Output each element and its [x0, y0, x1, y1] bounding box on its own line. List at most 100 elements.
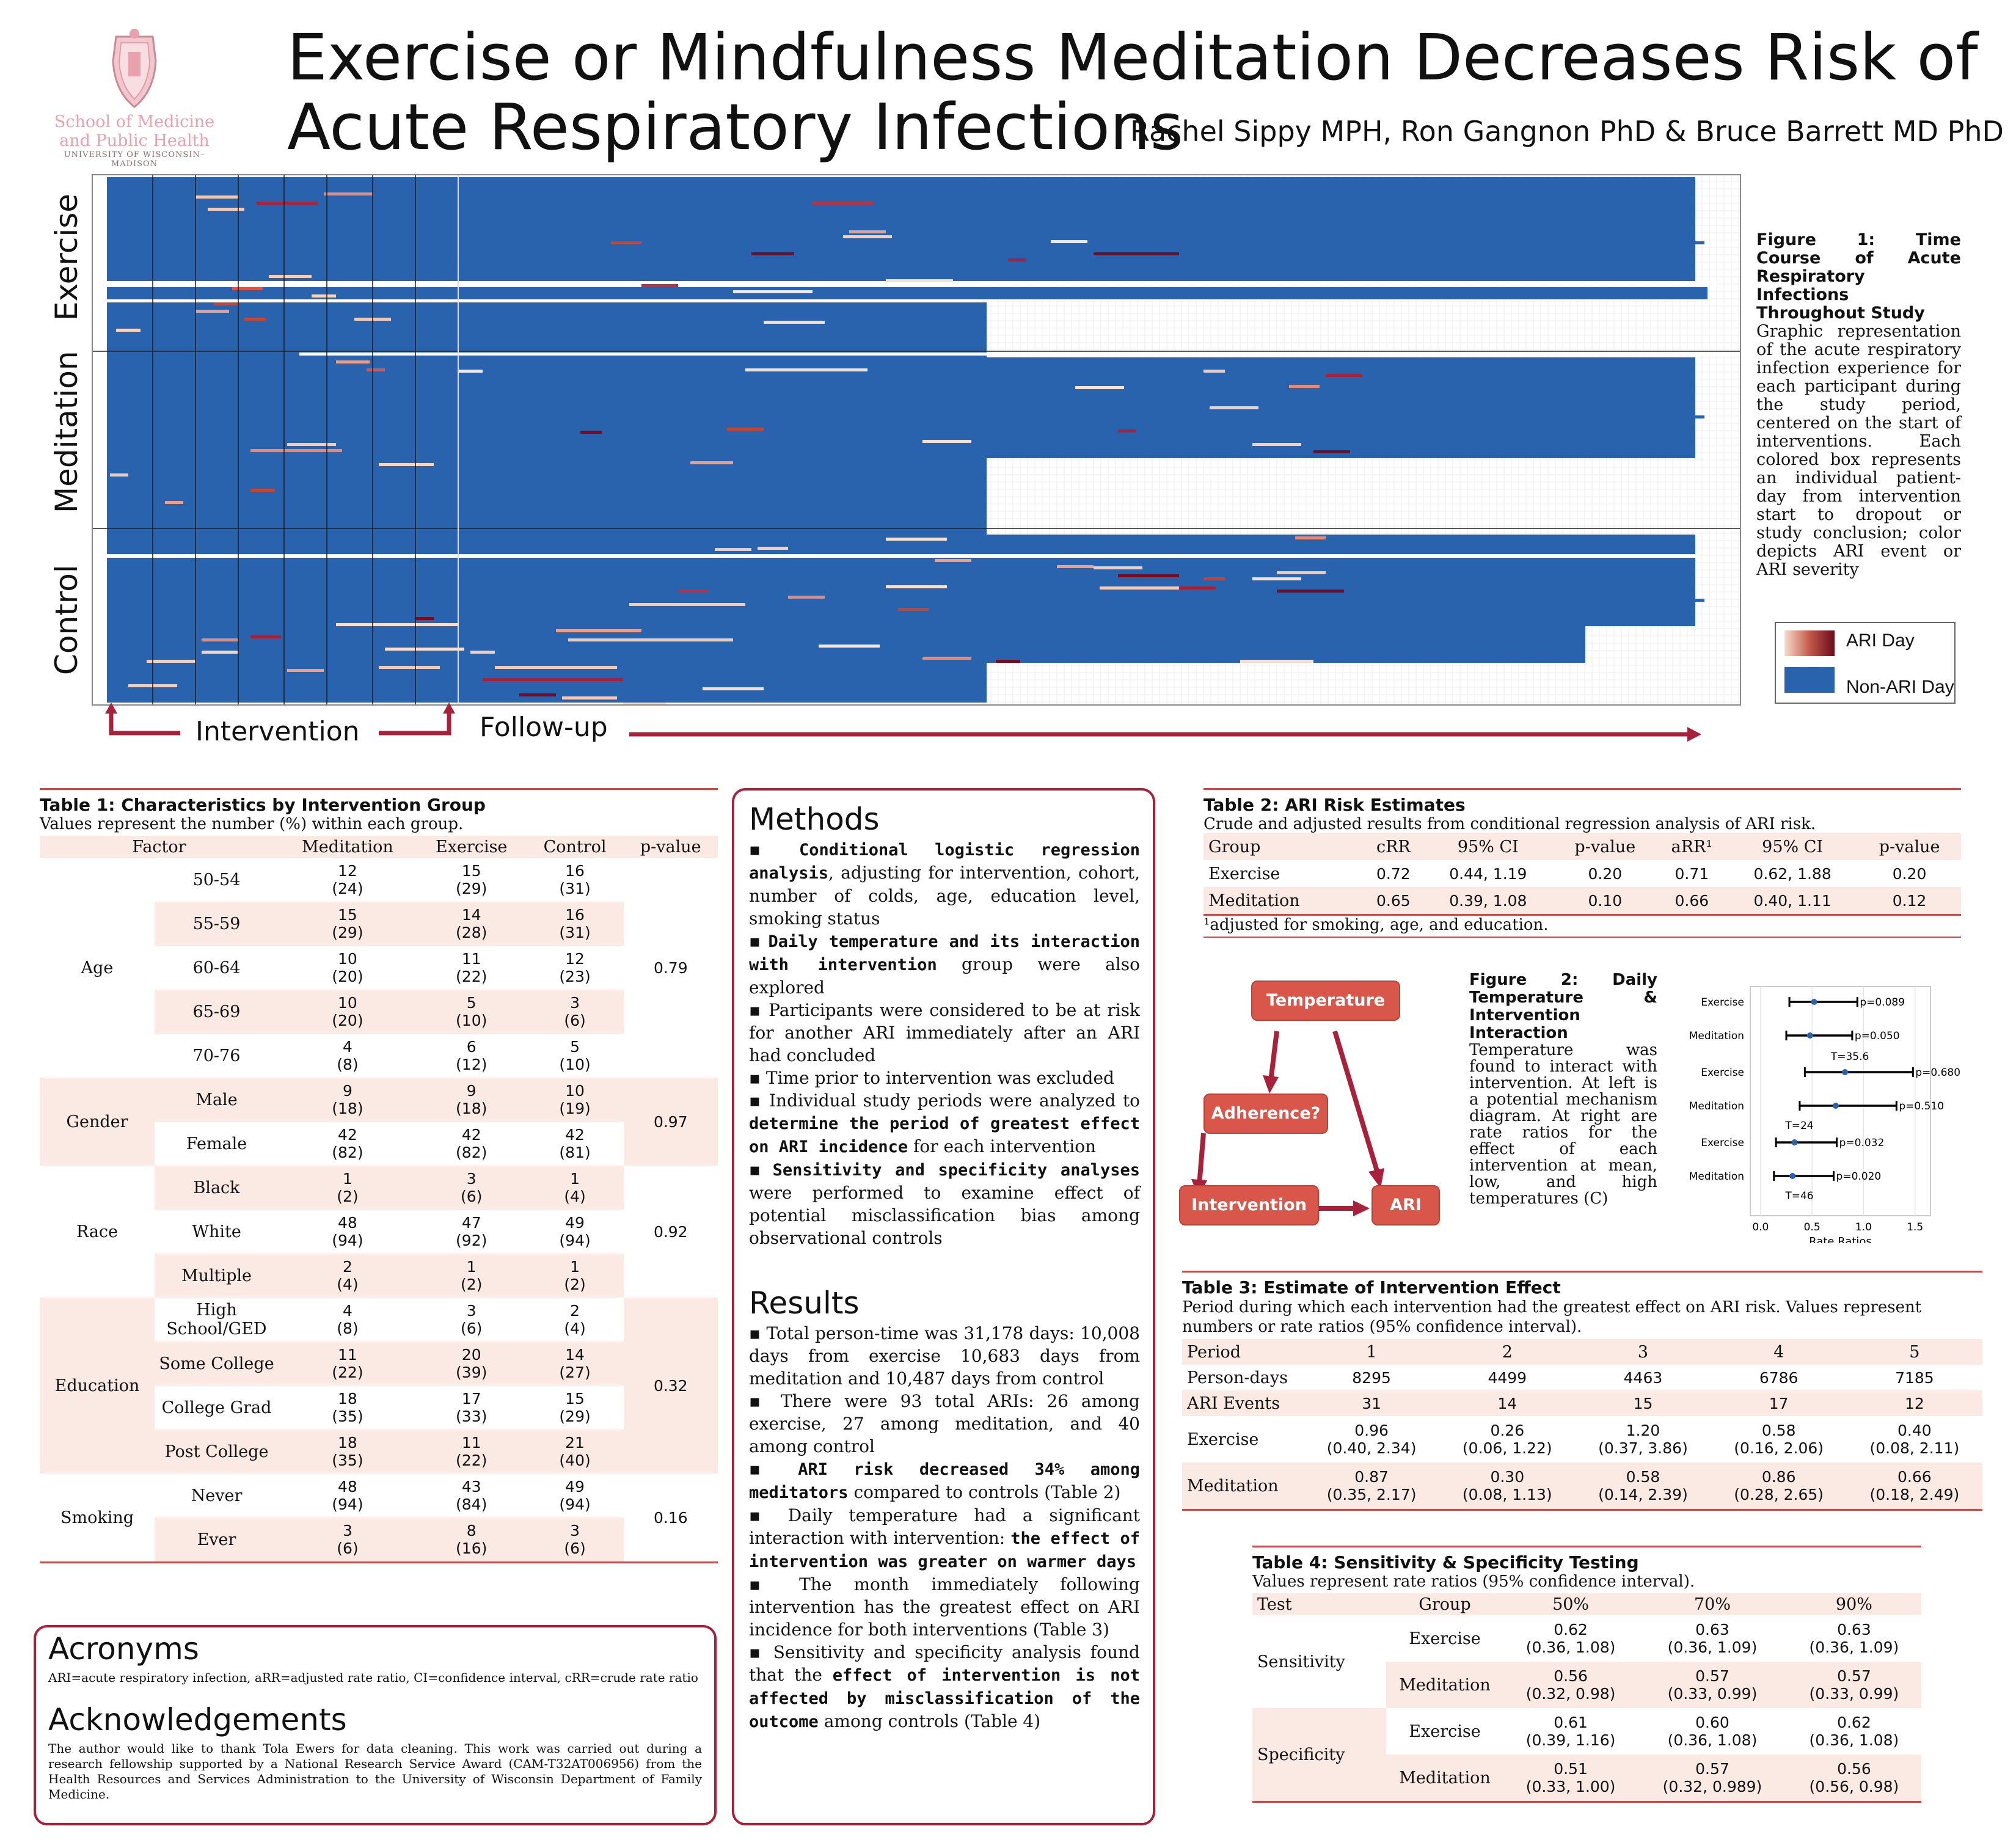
table1-cell-count: 10 — [338, 950, 357, 968]
figure2-caption-body: Temperature was found to interact with i… — [1469, 1041, 1657, 1208]
table1-level: 55-59 — [155, 902, 279, 946]
table1-cell-percent: (22) — [456, 968, 488, 985]
table1-cell-count: 14 — [565, 1346, 585, 1364]
table1-cell-count: 42 — [461, 1126, 481, 1144]
table1-cell-percent: (39) — [456, 1364, 488, 1381]
table1-cell-count: 11 — [461, 1434, 481, 1452]
table3-cell-line: (0.06, 1.22) — [1462, 1439, 1552, 1457]
table1-cell-percent: (6) — [461, 1320, 483, 1337]
table4-cell-line: 0.60 — [1695, 1714, 1729, 1731]
results-heading: Results — [749, 1285, 860, 1321]
acronyms-heading: Acronyms — [48, 1631, 199, 1667]
table4-row: Specificity Exercise 0.61 (0.39, 1.16) 0.60(… — [1252, 1708, 1921, 1801]
figure1-exercise-text: Exercise — [49, 193, 84, 321]
ari-streak — [232, 287, 263, 290]
table1-factor: Smoking — [60, 1508, 134, 1527]
table3-cell-line: 17 — [1769, 1394, 1789, 1412]
table1-cell: 15 (29) — [279, 902, 417, 946]
table1-cell: 42 (82) — [279, 1122, 417, 1166]
table4-cell-line: (0.32, 0.989) — [1662, 1778, 1762, 1795]
table4-cell-line: (0.36, 1.08) — [1525, 1638, 1616, 1656]
ari-streak — [556, 629, 641, 632]
ari-streak — [678, 590, 709, 593]
table1-cell: 16 (31) — [527, 858, 624, 902]
table1-cell: 48 (94) — [279, 1474, 417, 1517]
ari-streak — [1277, 590, 1344, 593]
table3-cell: 0.58 (0.14, 2.39) — [1575, 1463, 1711, 1509]
table3-cell: 6786 — [1711, 1365, 1847, 1390]
heatmap-separator — [107, 554, 1698, 558]
table2-footnote: ¹adjusted for smoking, age, and educatio… — [1203, 916, 1549, 934]
table4-cell-line: 0.51 — [1554, 1760, 1588, 1778]
table1-level: Ever — [155, 1517, 279, 1561]
table1-header-control: Control — [543, 837, 607, 856]
table1-row: 65-69 10 (20) 5 (10) 3 (6) — [40, 990, 718, 1034]
item-text: for each intervention — [908, 1136, 1097, 1156]
table1-cell: 10 (20) — [279, 946, 417, 990]
table4-cell: 0.60 (0.36, 1.08) — [1638, 1708, 1787, 1755]
methods-list: ▪ Conditional logistic regression analys… — [749, 838, 1140, 1249]
table1-cell-percent: (31) — [559, 924, 591, 941]
list-item: ▪ Individual study periods were analyzed… — [749, 1089, 1140, 1158]
table1-cell-count: 3 — [570, 1522, 580, 1539]
table1-cell-percent: (29) — [456, 880, 488, 897]
table2-cell: 0.65 — [1376, 891, 1411, 910]
table3-cell: 31 — [1304, 1390, 1439, 1416]
table3-cell: 5 — [1847, 1339, 1982, 1365]
list-item: ▪ Daily temperature and its interaction … — [749, 930, 1140, 999]
table2-cell: 0.71 — [1675, 864, 1709, 883]
table1-cell-percent: (94) — [559, 1232, 591, 1249]
table3-row: ARI Events 31 14 15 17 12 — [1182, 1390, 1982, 1416]
table1-cell-count: 21 — [565, 1434, 585, 1452]
table1-level: Male — [155, 1078, 279, 1122]
list-item: ▪ The month immediately following interv… — [749, 1573, 1140, 1641]
ari-streak — [208, 208, 244, 211]
ari-streak — [715, 548, 751, 551]
figure1-control-text: Control — [49, 564, 84, 675]
table3-cell: 12 — [1847, 1390, 1982, 1416]
table1-header-factor: Factor — [132, 837, 186, 856]
table3-cell-line: 15 — [1633, 1394, 1653, 1412]
ari-streak — [287, 669, 324, 672]
ari-streak — [250, 489, 275, 492]
table3-cell: 0.96 (0.40, 2.34) — [1304, 1416, 1439, 1463]
heatmap-block-control-long — [107, 565, 1695, 626]
ari-streak — [1075, 386, 1124, 389]
chart-x-tick-label: 0.0 — [1752, 1221, 1769, 1233]
table1-pvalue: 0.32 — [623, 1298, 718, 1474]
bullet-icon: ▪ — [749, 1391, 781, 1411]
table4: Test Group 50% 70% 90% Sensitivity Exercise 0.6… — [1252, 1593, 1921, 1801]
table1-row: 70-76 4 (8) 6 (12) 5 (10) — [40, 1034, 718, 1078]
heatmap-separator — [299, 352, 1741, 356]
table1-cell: 48 (94) — [279, 1210, 417, 1254]
ari-streak — [1203, 370, 1225, 373]
table1-row: Post College 18 (35) 11 (22) 21 (40) — [40, 1430, 718, 1474]
poster-title-line2: Acute Respiratory Infections — [287, 90, 1183, 164]
table1-subtitle: Values represent the number (%) within e… — [40, 815, 464, 833]
table1-cell: 3 (6) — [279, 1517, 417, 1561]
table1-cell-percent: (4) — [564, 1320, 586, 1337]
table3-cell-line: 1 — [1366, 1342, 1377, 1362]
table3-row: Period 1 2 3 4 5 — [1182, 1339, 1982, 1365]
figure1-intervention-label: Intervention — [195, 716, 360, 747]
table3-cell-line: (0.35, 2.17) — [1326, 1486, 1417, 1503]
table2-cell: Exercise — [1208, 864, 1280, 883]
table4-cell-line: 0.57 — [1837, 1667, 1871, 1685]
table3-cell: 0.86 (0.28, 2.65) — [1711, 1463, 1847, 1509]
table1-level: 65-69 — [155, 990, 279, 1034]
bullet-icon: ▪ — [749, 1323, 767, 1343]
table1-pvalue: 0.79 — [653, 959, 688, 977]
table1-cell-count: 18 — [338, 1390, 357, 1408]
table1-cell: 49 (94) — [527, 1210, 624, 1254]
table1-cell-percent: (10) — [559, 1056, 591, 1073]
ari-streak — [195, 310, 229, 313]
table1-cell-percent: (31) — [559, 880, 591, 897]
list-item: ▪ Total person-time was 31,178 days: 10,… — [749, 1322, 1140, 1390]
acknowledgements-text: The author would like to thank Tola Ewer… — [48, 1741, 702, 1802]
chart-point-estimate — [1806, 1032, 1813, 1039]
item-bold-text: ARI risk decreased 34% among meditators — [749, 1460, 1140, 1502]
table1-cell: 8 (16) — [416, 1517, 527, 1561]
table2-cell: 0.44, 1.19 — [1449, 864, 1527, 883]
table1-row: Education High School/GED 4 (8) 3 (6) 2 (4) 0.32 — [40, 1298, 718, 1474]
figure1-meditation-text: Meditation — [49, 351, 84, 513]
